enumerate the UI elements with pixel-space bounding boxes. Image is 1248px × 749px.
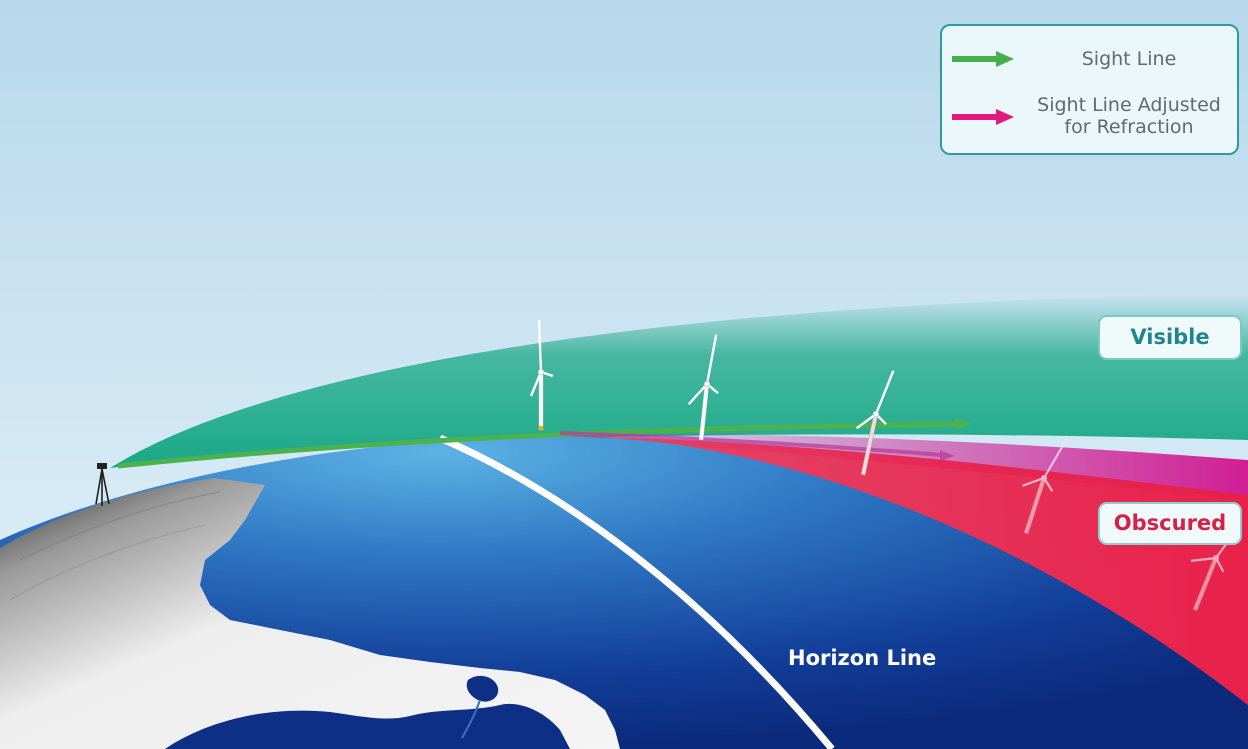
legend-label-refraction: Sight Line Adjusted for Refraction	[1020, 94, 1238, 138]
green-arrow-icon	[952, 51, 1014, 67]
visible-label: Visible	[1098, 315, 1242, 360]
legend-label-sight-line: Sight Line	[1081, 48, 1177, 70]
magenta-arrow-icon	[952, 109, 1014, 125]
obscured-zone	[560, 436, 1248, 705]
obscured-label: Obscured	[1098, 502, 1242, 545]
wind-turbine-icon	[529, 319, 554, 431]
legend-label-refraction-line1: Sight Line Adjusted	[1037, 94, 1221, 116]
legend-label-refraction-line2: for Refraction	[1064, 116, 1194, 138]
wind-turbine-icon	[1022, 436, 1069, 535]
legend-item-sight-line: Sight Line	[942, 26, 1237, 90]
legend: Sight Line Sight Line Adjusted for Refra…	[940, 24, 1239, 155]
lake	[466, 675, 499, 702]
sight-line-arrow	[117, 418, 972, 469]
legend-item-refraction: Sight Line Adjusted for Refraction	[942, 90, 1237, 154]
wind-turbine-icon	[855, 370, 895, 476]
coastline-land	[0, 478, 620, 749]
bay	[165, 703, 570, 749]
refraction-zone	[560, 434, 1248, 500]
wind-turbine-icon	[687, 334, 719, 441]
refracted-sight-line-arrow	[559, 431, 955, 461]
horizon-line	[438, 434, 835, 749]
horizon-line-label: Horizon Line	[788, 646, 937, 670]
tripod-camera-icon	[95, 463, 110, 506]
